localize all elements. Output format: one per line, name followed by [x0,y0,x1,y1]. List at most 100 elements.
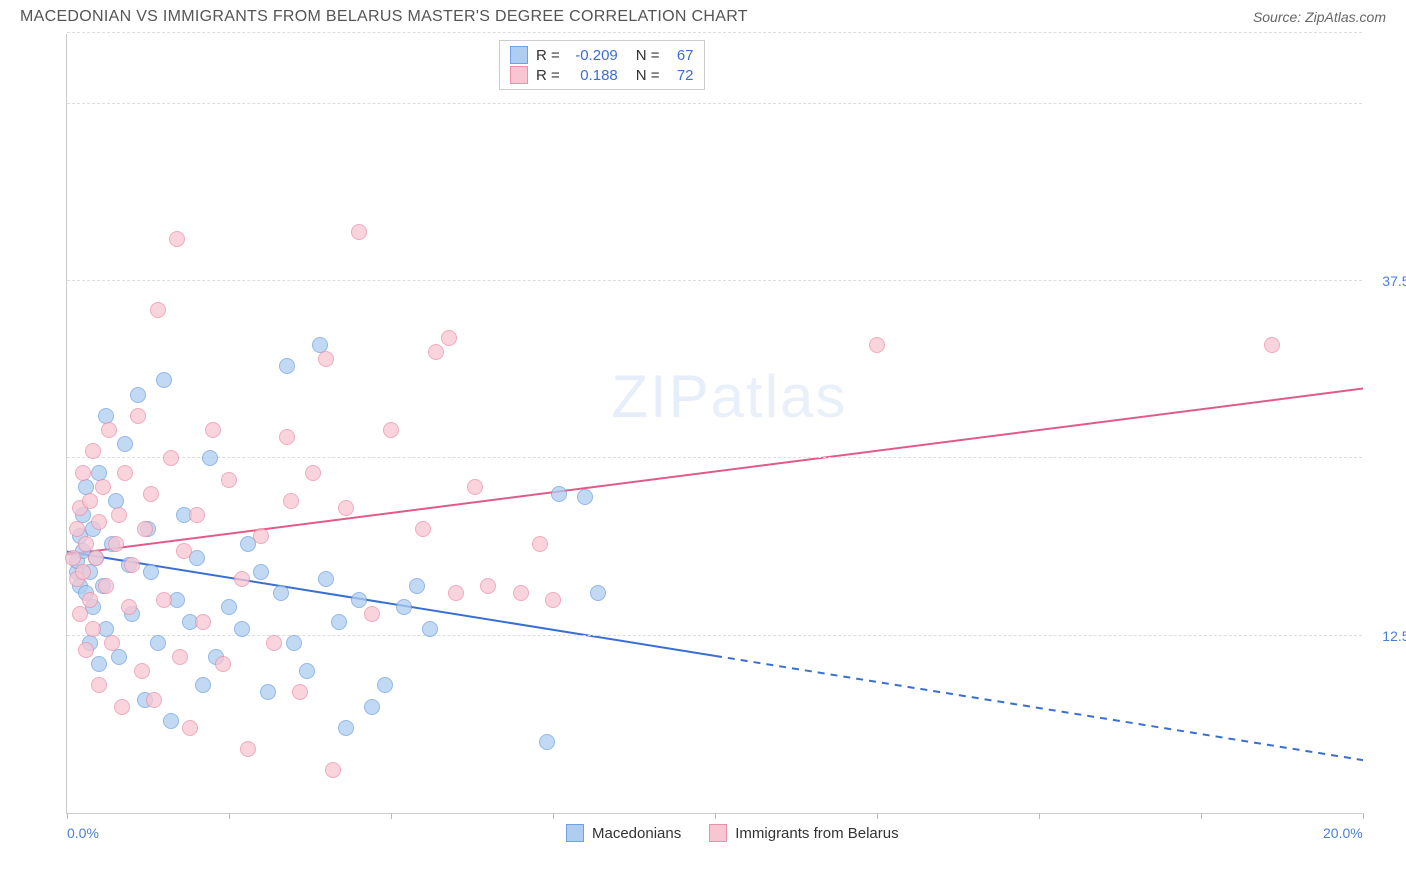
data-point-macedonians [202,450,218,466]
data-point-belarus [253,528,269,544]
data-point-belarus [172,649,188,665]
data-point-macedonians [577,489,593,505]
data-point-belarus [156,592,172,608]
data-point-belarus [101,422,117,438]
data-point-belarus [85,621,101,637]
gridline-h [67,457,1362,458]
x-tick [1363,813,1364,819]
data-point-belarus [545,592,561,608]
stat-r-value-belarus: 0.188 [568,67,618,84]
x-tick [67,813,68,819]
data-point-macedonians [377,677,393,693]
gridline-h [67,32,1362,33]
data-point-belarus [85,443,101,459]
legend-label-macedonians: Macedonians [592,825,681,842]
x-tick [391,813,392,819]
data-point-belarus [163,450,179,466]
data-point-belarus [117,465,133,481]
stat-n-value-macedonians: 67 [668,47,694,64]
data-point-macedonians [364,699,380,715]
data-point-belarus [75,564,91,580]
data-point-belarus [283,493,299,509]
data-point-belarus [111,507,127,523]
source-link[interactable]: ZipAtlas.com [1305,9,1386,25]
data-point-macedonians [143,564,159,580]
data-point-belarus [98,578,114,594]
data-point-macedonians [156,372,172,388]
data-point-belarus [88,550,104,566]
data-point-belarus [121,599,137,615]
data-point-macedonians [150,635,166,651]
data-point-belarus [150,302,166,318]
legend-item-macedonians: Macedonians [566,824,681,842]
data-point-belarus [415,521,431,537]
data-point-belarus [108,536,124,552]
y-tick-label: 12.5% [1366,628,1406,644]
data-point-belarus [221,472,237,488]
data-point-belarus [318,351,334,367]
data-point-macedonians [234,621,250,637]
data-point-macedonians [299,663,315,679]
data-point-macedonians [163,713,179,729]
data-point-macedonians [551,486,567,502]
data-point-belarus [1264,337,1280,353]
x-tick [715,813,716,819]
data-point-macedonians [111,649,127,665]
stat-n-value-belarus: 72 [668,67,694,84]
data-point-belarus [78,642,94,658]
chart-title: MACEDONIAN VS IMMIGRANTS FROM BELARUS MA… [20,8,748,26]
data-point-macedonians [338,720,354,736]
legend-swatch-belarus [510,66,528,84]
gridline-h [67,635,1362,636]
data-point-belarus [146,692,162,708]
data-point-belarus [325,762,341,778]
data-point-belarus [82,592,98,608]
legend-label-belarus: Immigrants from Belarus [735,825,898,842]
data-point-belarus [513,585,529,601]
data-point-belarus [240,741,256,757]
data-point-belarus [532,536,548,552]
stat-r-label: R = [536,67,560,84]
stat-r-label: R = [536,47,560,64]
trend-line-macedonians-extrapolated [715,656,1363,760]
legend-swatch-belarus [709,824,727,842]
data-point-belarus [95,479,111,495]
legend-swatch-macedonians [510,46,528,64]
data-point-belarus [441,330,457,346]
data-point-belarus [134,663,150,679]
data-point-macedonians [409,578,425,594]
data-point-belarus [176,543,192,559]
source-attribution: Source: ZipAtlas.com [1253,9,1386,25]
data-point-belarus [91,677,107,693]
data-point-macedonians [273,585,289,601]
data-point-macedonians [351,592,367,608]
data-point-belarus [78,536,94,552]
x-tick-label: 20.0% [1323,825,1363,841]
data-point-belarus [69,521,85,537]
data-point-macedonians [318,571,334,587]
data-point-belarus [137,521,153,537]
data-point-belarus [338,500,354,516]
data-point-belarus [305,465,321,481]
series-legend: Macedonians Immigrants from Belarus [566,824,899,842]
data-point-belarus [215,656,231,672]
stat-n-label: N = [636,67,660,84]
stat-row-macedonians: R =-0.209N =67 [510,45,694,65]
data-point-belarus [351,224,367,240]
data-point-macedonians [590,585,606,601]
legend-item-belarus: Immigrants from Belarus [709,824,898,842]
data-point-macedonians [130,387,146,403]
gridline-h [67,280,1362,281]
data-point-belarus [182,720,198,736]
y-tick-label: 37.5% [1366,273,1406,289]
data-point-belarus [169,231,185,247]
data-point-belarus [114,699,130,715]
data-point-belarus [104,635,120,651]
data-point-macedonians [221,599,237,615]
data-point-macedonians [253,564,269,580]
data-point-macedonians [91,656,107,672]
data-point-macedonians [286,635,302,651]
data-point-macedonians [260,684,276,700]
data-point-macedonians [117,436,133,452]
x-tick [1201,813,1202,819]
